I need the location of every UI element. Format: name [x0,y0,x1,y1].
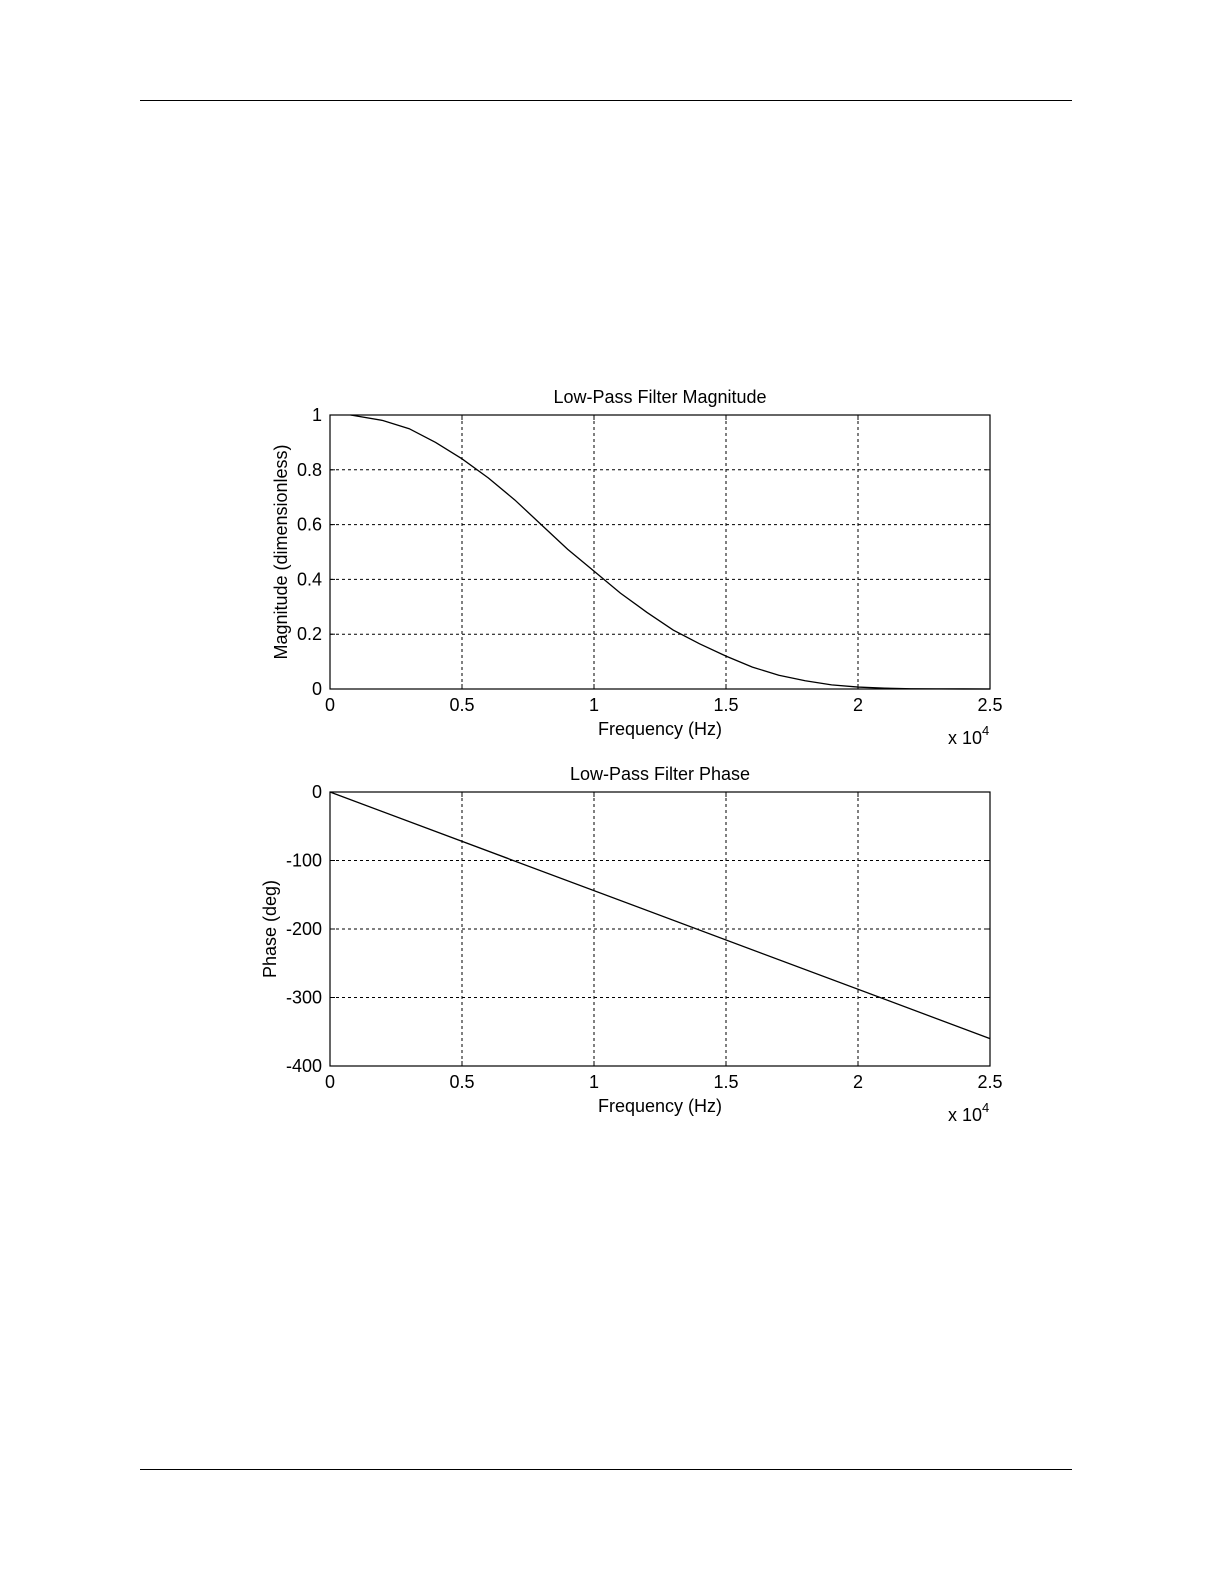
y-tick-label: 0.2 [297,624,322,644]
chart-title: Low-Pass Filter Magnitude [553,387,766,407]
multiplier-exponent: 4 [982,1100,989,1115]
y-tick-label: 0 [312,679,322,699]
magnitude-plot: 0 0.5 1 1.5 2 2.5 0 0.2 0.4 0.6 0.8 1 Low-Pass Filte… [271,387,1003,748]
phase-plot: 0 0.5 1 1.5 2 2.5 -400 -300 -200 -100 0 Low-Pass Fi… [260,764,1003,1125]
y-tick-label: 0 [312,782,322,802]
series-line [329,791,991,1040]
x-tick-label: 1 [589,1072,599,1092]
x-tick-label: 2.5 [977,1072,1002,1092]
x-axis-label: Frequency (Hz) [598,1096,722,1116]
chart-title: Low-Pass Filter Phase [570,764,750,784]
axes-frame [329,414,991,690]
x-tick-label: 0 [325,1072,335,1092]
x-axis-label: Frequency (Hz) [598,719,722,739]
y-tick-label: 0.4 [297,569,322,589]
x-axis-multiplier: x 104 [948,1100,989,1125]
x-tick-label: 2 [853,695,863,715]
footer-rule [140,1469,1072,1470]
x-tick-label: 0.5 [449,695,474,715]
y-tick-label: -300 [286,988,322,1008]
multiplier-base: x 10 [948,1105,982,1125]
x-tick-label: 2 [853,1072,863,1092]
series-line [350,414,991,690]
y-axis-label: Phase (deg) [260,880,280,978]
y-tick-label: 1 [312,405,322,425]
x-tick-label: 1.5 [713,695,738,715]
multiplier-exponent: 4 [982,723,989,738]
y-axis-label: Magnitude (dimensionless) [271,444,291,659]
y-tick-label: -200 [286,919,322,939]
y-tick-label: 0.6 [297,515,322,535]
x-tick-label: 1 [589,695,599,715]
x-tick-label: 0 [325,695,335,715]
plot-area [330,415,990,689]
y-tick-label: 0.8 [297,460,322,480]
header-rule [140,100,1072,101]
x-axis-multiplier: x 104 [948,723,989,748]
x-tick-label: 0.5 [449,1072,474,1092]
y-tick-label: -400 [286,1056,322,1076]
x-tick-label: 2.5 [977,695,1002,715]
multiplier-base: x 10 [948,728,982,748]
x-tick-label: 1.5 [713,1072,738,1092]
axes-frame [329,791,991,1067]
y-tick-label: -100 [286,851,322,871]
